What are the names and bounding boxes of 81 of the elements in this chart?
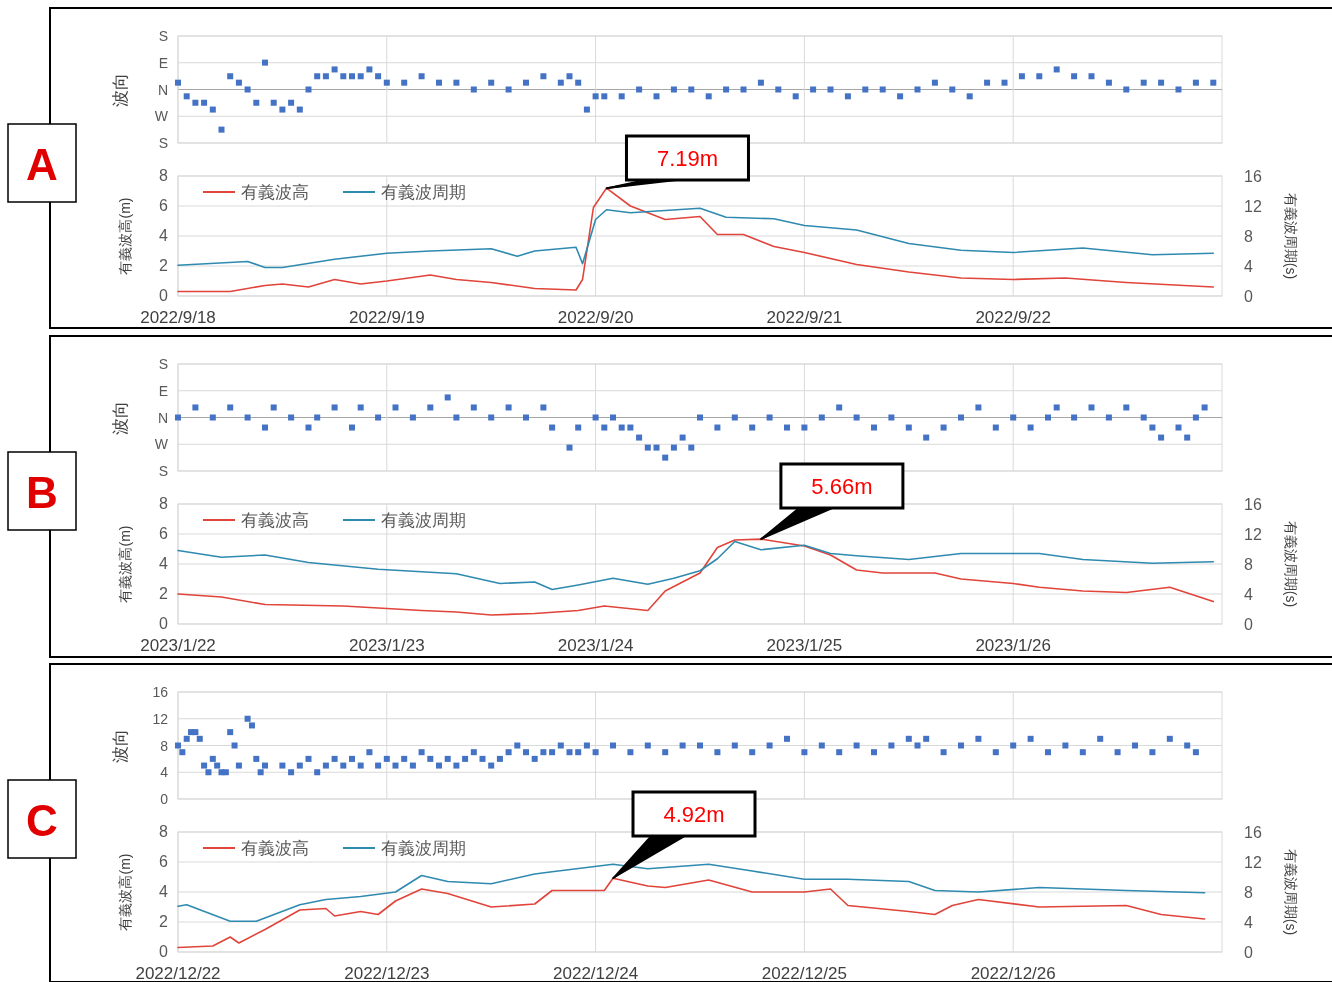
- category-label: S: [158, 356, 168, 372]
- y-tick-label: 8: [159, 167, 169, 184]
- y-tick-label: 2: [159, 585, 169, 602]
- legend-label: 有義波周期: [381, 511, 466, 530]
- x-tick-label: 2022/9/20: [557, 308, 634, 327]
- y2-tick-label: 0: [1244, 288, 1253, 305]
- y-tick-label: 6: [159, 853, 169, 870]
- y2-axis-title: 有義波周期(s): [1283, 848, 1299, 936]
- y-tick-label: 0: [159, 943, 169, 960]
- x-tick-label: 2022/9/19: [348, 308, 425, 327]
- annotation: 5.66m: [811, 474, 873, 499]
- y-axis-title: 波向: [111, 728, 130, 763]
- y2-axis-title: 有義波周期(s): [1283, 520, 1299, 608]
- y2-tick-label: 8: [1244, 556, 1253, 573]
- y-tick-label: 0: [160, 791, 169, 807]
- x-tick-label: 2023/1/23: [348, 636, 425, 655]
- x-tick-label: 2023/1/22: [140, 636, 216, 655]
- y-axis-title: 有義波高(m): [117, 197, 133, 275]
- category-label: E: [158, 54, 168, 71]
- y-tick-label: 0: [159, 287, 169, 304]
- category-label: N: [157, 81, 168, 98]
- y-axis-title: 有義波高(m): [117, 853, 133, 931]
- x-tick-label: 2022/12/23: [344, 964, 430, 982]
- x-tick-label: 2022/9/18: [140, 308, 216, 327]
- y2-tick-label: 12: [1244, 198, 1262, 215]
- y2-tick-label: 8: [1244, 228, 1253, 245]
- y-axis-title: 有義波高(m): [117, 525, 133, 603]
- text: C: [26, 796, 58, 845]
- y2-tick-label: 8: [1244, 884, 1253, 901]
- category-label: N: [157, 409, 168, 426]
- legend-label: 有義波高: [241, 183, 309, 202]
- x-tick-label: 2023/1/25: [766, 636, 843, 655]
- x-tick-label: 2022/12/22: [135, 964, 221, 982]
- y2-tick-label: 16: [1244, 496, 1262, 513]
- y2-tick-label: 4: [1244, 586, 1253, 603]
- x-tick-label: 2023/1/24: [557, 636, 634, 655]
- x-tick-label: 2022/12/24: [553, 964, 639, 982]
- category-label: S: [158, 28, 168, 44]
- y-tick-label: 6: [159, 525, 169, 542]
- y-axis-title: 波向: [111, 400, 130, 435]
- y2-tick-label: 12: [1244, 526, 1262, 543]
- y-tick-label: 0: [159, 615, 169, 632]
- text: B: [26, 468, 58, 517]
- y2-tick-label: 12: [1244, 854, 1262, 871]
- y-tick-label: 2: [159, 913, 169, 930]
- y-tick-label: 4: [159, 227, 169, 244]
- y-tick-label: 8: [159, 495, 169, 512]
- y-tick-label: 4: [159, 883, 169, 900]
- category-label: E: [158, 382, 168, 399]
- x-tick-label: 2022/12/26: [970, 964, 1056, 982]
- y-tick-label: 4: [159, 555, 169, 572]
- y2-tick-label: 0: [1244, 616, 1253, 633]
- y2-tick-label: 4: [1244, 914, 1253, 931]
- annotation: 7.19m: [656, 146, 719, 171]
- legend-label: 有義波高: [241, 511, 309, 530]
- y2-tick-label: 16: [1244, 168, 1262, 185]
- legend-label: 有義波周期: [381, 839, 466, 858]
- y2-tick-label: 0: [1244, 944, 1253, 961]
- category-label: S: [158, 463, 168, 479]
- category-label: W: [154, 108, 168, 125]
- legend-label: 有義波周期: [381, 183, 466, 202]
- y2-tick-label: 16: [1244, 824, 1262, 841]
- y2-tick-label: 4: [1244, 258, 1253, 275]
- text: A: [26, 140, 58, 189]
- annotation: 4.92m: [663, 802, 725, 827]
- y-tick-label: 12: [152, 710, 169, 727]
- y-tick-label: 16: [152, 684, 169, 700]
- category-label: S: [158, 135, 168, 151]
- y-tick-label: 8: [160, 737, 169, 754]
- y-tick-label: 4: [160, 764, 169, 781]
- x-tick-label: 2022/9/22: [975, 308, 1052, 327]
- category-label: W: [154, 436, 168, 453]
- legend-label: 有義波高: [241, 839, 309, 858]
- y-axis-title: 波向: [111, 72, 130, 107]
- x-tick-label: 2023/1/26: [975, 636, 1052, 655]
- y-tick-label: 2: [159, 257, 169, 274]
- y-tick-label: 6: [159, 197, 169, 214]
- y2-axis-title: 有義波周期(s): [1283, 192, 1299, 280]
- x-tick-label: 2022/9/21: [766, 308, 843, 327]
- x-tick-label: 2022/12/25: [761, 964, 847, 982]
- y-tick-label: 8: [159, 823, 169, 840]
